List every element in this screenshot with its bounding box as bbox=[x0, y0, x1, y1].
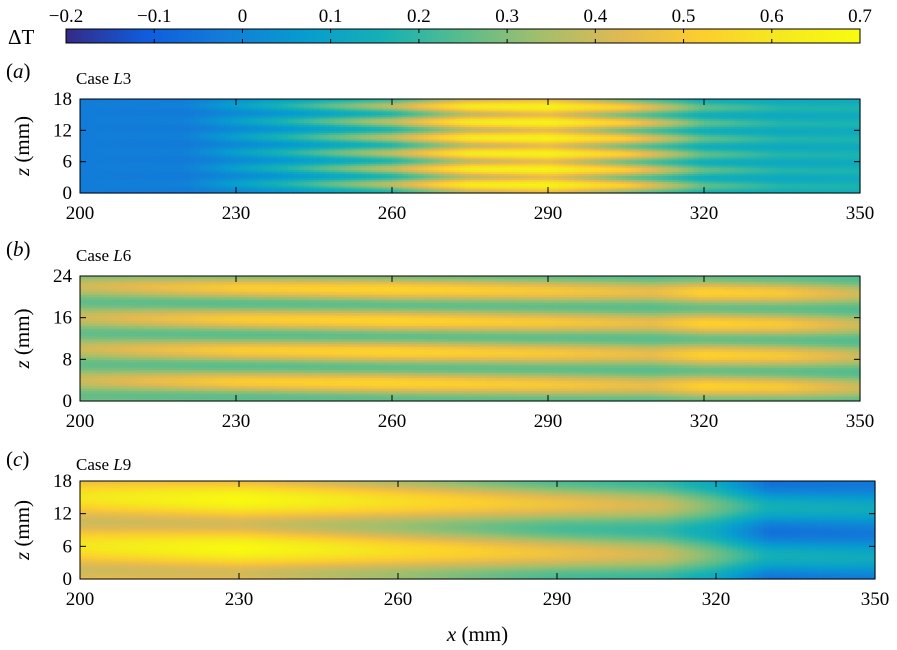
colorbar-tick-label: 0.4 bbox=[583, 6, 607, 27]
heatmap-cells bbox=[80, 99, 861, 194]
colorbar-tick-label: 0.2 bbox=[407, 6, 431, 27]
colorbar-tick-label: −0.2 bbox=[49, 6, 83, 27]
colorbar-tick-label: 0.6 bbox=[760, 6, 784, 27]
colorbar-gradient bbox=[66, 29, 860, 43]
colorbar-tick-label: 0.3 bbox=[495, 6, 519, 27]
colorbar-tick-label: 0.7 bbox=[848, 6, 872, 27]
colorbar-tick-label: 0.5 bbox=[672, 6, 696, 27]
colorbar-tick-label: 0 bbox=[238, 6, 248, 27]
colorbar-tick-label: 0.1 bbox=[319, 6, 343, 27]
colorbar: ΔT −0.2 −0.1 0 0.1 0.2 0.3 0.4 0.5 0.6 0.7 bbox=[8, 6, 872, 49]
colorbar-label: ΔT bbox=[8, 25, 35, 49]
colorbar-tick-label: −0.1 bbox=[137, 6, 171, 27]
